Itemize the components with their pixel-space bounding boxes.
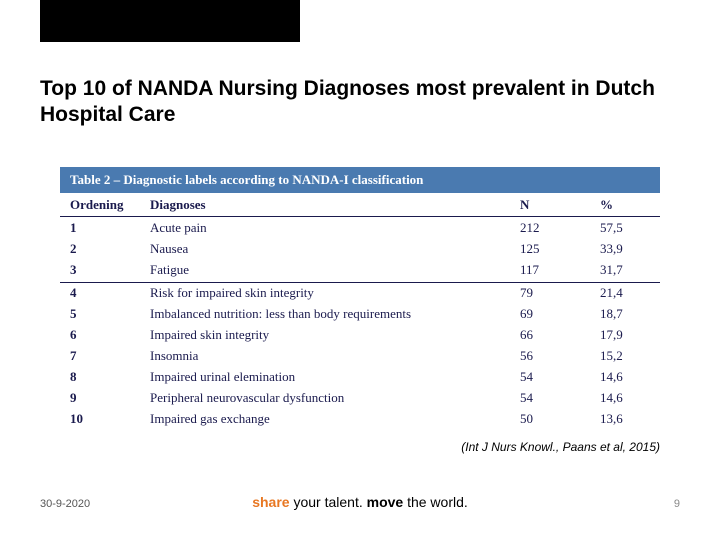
cell-n: 69 [510,304,590,325]
cell-pct: 17,9 [590,325,660,346]
tagline-world: the world. [403,494,468,510]
cell-n: 125 [510,238,590,259]
cell-ordening: 8 [60,367,140,388]
col-header-diagnoses: Diagnoses [140,193,510,217]
cell-pct: 13,6 [590,409,660,430]
col-header-pct: % [590,193,660,217]
cell-ordening: 5 [60,304,140,325]
cell-diagnosis: Nausea [140,238,510,259]
tagline-talent: your talent. [290,494,363,510]
tagline-move: move [363,494,403,510]
table-row: 6Impaired skin integrity6617,9 [60,325,660,346]
cell-n: 79 [510,282,590,304]
cell-n: 212 [510,217,590,239]
page-number: 9 [674,498,680,510]
footer-tagline: share your talent. move the world. [252,494,468,510]
table-row: 4Risk for impaired skin integrity7921,4 [60,282,660,304]
cell-n: 54 [510,367,590,388]
cell-n: 50 [510,409,590,430]
table-row: 5Imbalanced nutrition: less than body re… [60,304,660,325]
cell-pct: 14,6 [590,367,660,388]
cell-pct: 15,2 [590,346,660,367]
citation: (Int J Nurs Knowl., Paans et al, 2015) [461,440,660,454]
cell-diagnosis: Imbalanced nutrition: less than body req… [140,304,510,325]
cell-n: 54 [510,388,590,409]
table-row: 3Fatigue11731,7 [60,259,660,282]
data-table-container: Table 2 – Diagnostic labels according to… [60,167,660,430]
cell-diagnosis: Peripheral neurovascular dysfunction [140,388,510,409]
cell-ordening: 9 [60,388,140,409]
cell-pct: 31,7 [590,259,660,282]
cell-pct: 33,9 [590,238,660,259]
cell-pct: 14,6 [590,388,660,409]
cell-diagnosis: Fatigue [140,259,510,282]
cell-diagnosis: Impaired skin integrity [140,325,510,346]
cell-pct: 18,7 [590,304,660,325]
table-row: 2Nausea12533,9 [60,238,660,259]
table-row: 8Impaired urinal elemination5414,6 [60,367,660,388]
cell-diagnosis: Insomnia [140,346,510,367]
cell-diagnosis: Risk for impaired skin integrity [140,282,510,304]
cell-ordening: 4 [60,282,140,304]
table-header-row: Ordening Diagnoses N % [60,193,660,217]
diagnoses-table: Ordening Diagnoses N % 1Acute pain21257,… [60,193,660,430]
cell-pct: 21,4 [590,282,660,304]
cell-n: 66 [510,325,590,346]
cell-n: 56 [510,346,590,367]
table-row: 7Insomnia5615,2 [60,346,660,367]
cell-ordening: 7 [60,346,140,367]
cell-diagnosis: Impaired gas exchange [140,409,510,430]
cell-ordening: 10 [60,409,140,430]
cell-pct: 57,5 [590,217,660,239]
table-caption: Table 2 – Diagnostic labels according to… [60,167,660,193]
header-black-bar [40,0,300,42]
cell-ordening: 6 [60,325,140,346]
cell-ordening: 2 [60,238,140,259]
tagline-share: share [252,494,289,510]
cell-diagnosis: Impaired urinal elemination [140,367,510,388]
cell-ordening: 1 [60,217,140,239]
col-header-ordening: Ordening [60,193,140,217]
cell-diagnosis: Acute pain [140,217,510,239]
footer-date: 30-9-2020 [40,498,90,510]
table-row: 10Impaired gas exchange5013,6 [60,409,660,430]
col-header-n: N [510,193,590,217]
cell-n: 117 [510,259,590,282]
table-row: 9Peripheral neurovascular dysfunction541… [60,388,660,409]
slide-title: Top 10 of NANDA Nursing Diagnoses most p… [40,76,680,129]
cell-ordening: 3 [60,259,140,282]
table-row: 1Acute pain21257,5 [60,217,660,239]
